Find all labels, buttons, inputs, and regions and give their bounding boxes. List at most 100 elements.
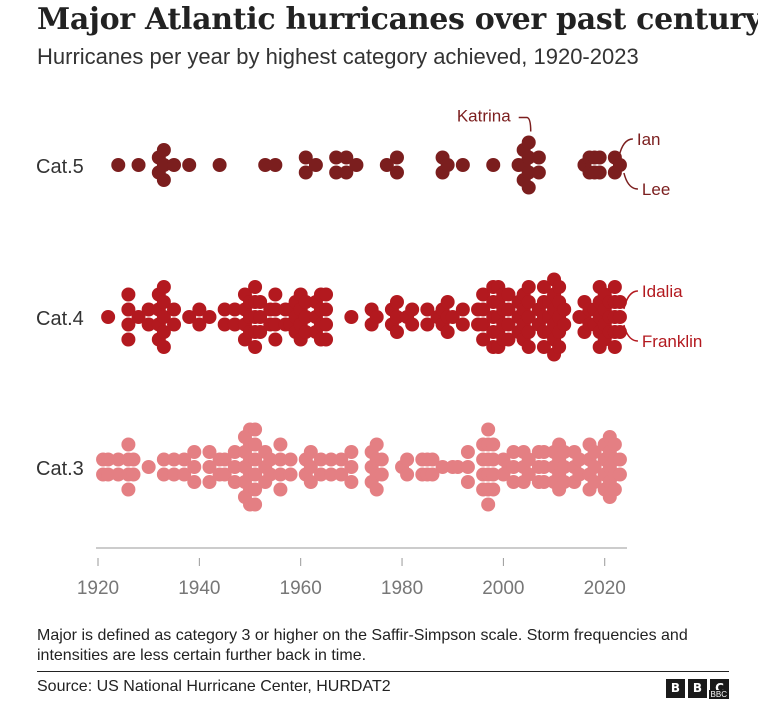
hurricane-dot [248, 422, 263, 437]
hurricane-dot [552, 340, 567, 354]
hurricane-dot [557, 475, 572, 489]
hurricane-dot [298, 310, 313, 324]
hurricane-dot [156, 452, 171, 467]
hurricane-dot [460, 475, 475, 489]
bbc-logo: B B C [666, 679, 729, 698]
hurricane-dot [521, 467, 536, 482]
hurricane-dot [405, 317, 420, 332]
hurricane-dot [324, 467, 339, 482]
hurricane-dot [587, 475, 602, 489]
hurricane-dot [212, 158, 227, 172]
hurricane-dot [501, 332, 516, 347]
hurricane-dot [202, 460, 217, 474]
hurricane-dot [111, 467, 126, 482]
hurricane-dot [167, 302, 182, 317]
hurricane-dot [344, 445, 359, 459]
hurricane-dot [460, 460, 475, 474]
hurricane-dot [329, 165, 344, 180]
hurricane-dot [126, 467, 141, 482]
hurricane-dot [187, 445, 202, 459]
hurricane-dot [258, 158, 273, 172]
hurricane-dot [248, 497, 263, 512]
hurricane-dot [167, 467, 182, 482]
hurricane-dot [111, 158, 126, 172]
hurricane-dot [521, 310, 536, 324]
hurricane-dot [121, 317, 136, 332]
hurricane-dot [253, 310, 268, 324]
hurricane-dot [131, 158, 146, 172]
hurricane-dot [607, 482, 622, 497]
hurricane-dot [268, 158, 283, 172]
hurricane-dot [349, 158, 364, 172]
annotation-franklin: Franklin [642, 332, 702, 351]
hurricane-dot [273, 482, 288, 497]
hurricane-dot [344, 310, 359, 324]
hurricane-dot [400, 467, 415, 482]
hurricane-dot [552, 280, 567, 294]
hurricane-dot [486, 467, 501, 482]
hurricane-dot [177, 467, 192, 482]
annotation-idalia: Idalia [642, 282, 683, 301]
hurricane-dot [481, 422, 496, 437]
hurricane-dot [268, 287, 283, 302]
hurricane-dot [557, 317, 572, 332]
hurricane-dot [248, 437, 263, 452]
hurricane-dot [572, 452, 587, 467]
hurricane-dot [425, 467, 440, 482]
hurricane-dot [192, 302, 207, 317]
hurricane-dot [253, 325, 268, 339]
hurricane-dot [227, 317, 242, 332]
hurricane-dot [324, 452, 339, 467]
x-tick-label: 1940 [178, 578, 220, 599]
hurricane-dot [248, 467, 263, 482]
hurricane-dot [298, 150, 313, 165]
hurricane-dot [273, 452, 288, 467]
hurricane-dot [192, 317, 207, 332]
hurricane-dot [101, 467, 116, 482]
hurricane-dot [521, 135, 536, 150]
hurricane-dot [369, 437, 384, 452]
hurricane-dot [182, 158, 197, 172]
hurricane-dot [389, 295, 404, 309]
hurricane-dot [612, 467, 627, 482]
hurricane-dot [227, 445, 242, 459]
hurricane-dot [141, 302, 156, 317]
hurricane-dot [101, 452, 116, 467]
hurricane-dot [521, 325, 536, 339]
logo-subtext: BBC [708, 690, 729, 699]
annotation-lee: Lee [642, 180, 670, 199]
hurricane-dot [182, 310, 197, 324]
hurricane-dot [131, 310, 146, 324]
hurricane-dot [389, 310, 404, 324]
beeswarm-chart: Cat.5KatrinaIanLeeCat.4IdaliaFranklinCat… [36, 107, 702, 600]
hurricane-dot [313, 452, 328, 467]
hurricane-dot [187, 475, 202, 489]
hurricane-dot [440, 158, 455, 172]
hurricane-dot [273, 437, 288, 452]
hurricane-dot [273, 467, 288, 482]
hurricane-dot [440, 295, 455, 309]
hurricane-dot [156, 325, 171, 339]
hurricane-dot [141, 317, 156, 332]
hurricane-dot [248, 280, 263, 294]
annotation-ian: Ian [637, 130, 661, 149]
hurricane-dot [420, 317, 435, 332]
hurricane-dot [344, 475, 359, 489]
hurricane-dot [435, 460, 450, 474]
hurricane-dot [531, 150, 546, 165]
hurricane-dot [521, 340, 536, 354]
hurricane-dot [374, 467, 389, 482]
hurricane-dot [156, 173, 171, 187]
source-divider [37, 671, 729, 672]
hurricane-dot [268, 317, 283, 332]
hurricane-dot [592, 165, 607, 180]
hurricane-dot [455, 158, 470, 172]
hurricane-dot [298, 295, 313, 309]
x-tick-label: 1980 [381, 578, 423, 599]
hurricane-dot [227, 475, 242, 489]
hurricane-dot [167, 317, 182, 332]
hurricane-dot [298, 325, 313, 339]
hurricane-dot [121, 437, 136, 452]
hurricane-dot [248, 452, 263, 467]
row-label: Cat.5 [36, 156, 84, 178]
